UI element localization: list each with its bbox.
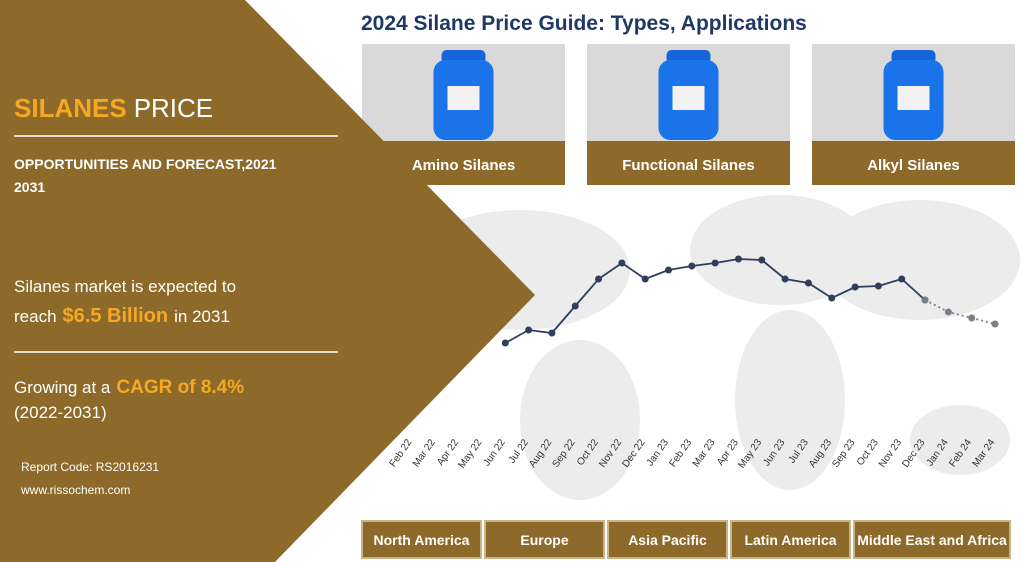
- region-label: North America: [374, 532, 470, 548]
- data-point: [641, 275, 649, 283]
- card-label-bg: [812, 141, 1015, 185]
- data-point: [944, 308, 952, 316]
- market-text: Silanes market is expected to: [14, 277, 236, 296]
- region-button: [361, 520, 482, 559]
- data-point: [828, 294, 836, 302]
- market-pre: reach: [14, 307, 57, 326]
- region-label: Middle East and Africa: [857, 532, 1007, 548]
- data-point: [804, 279, 812, 287]
- title-highlight: SILANES: [14, 93, 127, 123]
- region-label: Asia Pacific: [628, 532, 707, 548]
- growth-pre: Growing at a: [14, 378, 111, 397]
- product-name: Amino Silanes: [412, 157, 515, 174]
- product-name: Functional Silanes: [622, 157, 755, 174]
- panel-title: SILANES PRICE: [14, 93, 213, 123]
- region-button: [730, 520, 851, 559]
- data-point: [734, 255, 742, 263]
- data-point: [711, 259, 719, 267]
- region-button: [484, 520, 605, 559]
- data-point: [688, 262, 696, 270]
- product-name: Alkyl Silanes: [867, 157, 960, 174]
- world-map: [410, 195, 1020, 500]
- drum-label: [897, 86, 930, 110]
- data-point: [851, 283, 859, 291]
- drum-label: [672, 86, 705, 110]
- data-point: [921, 296, 929, 304]
- data-point: [991, 320, 999, 328]
- growth-text: Growing at a CAGR of 8.4%: [14, 377, 244, 398]
- drum-label: [447, 86, 480, 110]
- data-point: [595, 275, 603, 283]
- data-point: [571, 302, 579, 310]
- data-point: [898, 275, 906, 283]
- panel-subtitle: OPPORTUNITIES AND FORECAST,2021: [14, 156, 277, 172]
- region-label: Europe: [520, 532, 568, 548]
- region-label: Latin America: [744, 532, 836, 548]
- website: www.rissochem.com: [20, 483, 130, 497]
- market-post: in 2031: [174, 307, 230, 326]
- market-value: $6.5 Billion: [63, 305, 169, 327]
- report-code: Report Code: RS2016231: [21, 460, 159, 474]
- data-point: [618, 259, 626, 267]
- market-text: reach $6.5 Billion in 2031: [14, 305, 230, 327]
- data-point: [665, 266, 673, 274]
- data-point: [525, 326, 533, 334]
- title-rest: PRICE: [134, 93, 213, 123]
- data-point: [968, 314, 976, 322]
- region-button: [853, 520, 1011, 559]
- data-point: [758, 256, 766, 264]
- data-point: [501, 339, 509, 347]
- page-title: 2024 Silane Price Guide: Types, Applicat…: [361, 12, 807, 35]
- region-button: [607, 520, 728, 559]
- data-point: [781, 275, 789, 283]
- growth-value: CAGR of 8.4%: [116, 377, 244, 398]
- data-point: [874, 282, 882, 290]
- card-label-bg: [587, 141, 790, 185]
- growth-period: (2022-2031): [14, 403, 107, 422]
- panel-subtitle: 2031: [14, 179, 45, 195]
- data-point: [548, 329, 556, 337]
- left-panel: [0, 0, 535, 562]
